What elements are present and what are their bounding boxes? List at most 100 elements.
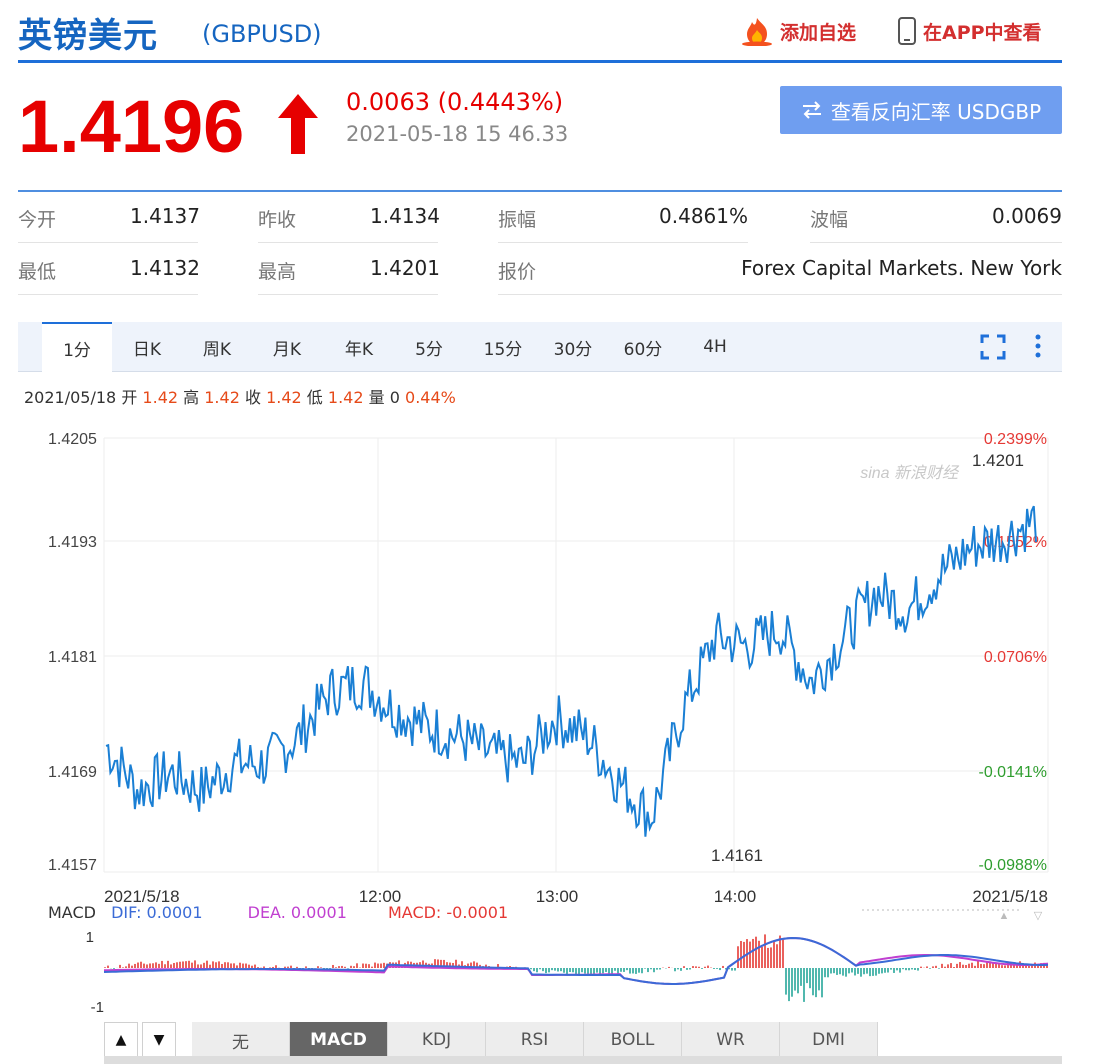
tab-period[interactable]: 60分 [623,339,663,360]
indicator-tab[interactable]: RSI [486,1022,584,1058]
macd-histogram-bar [731,968,733,971]
range-up-marker: ▲ [999,910,1010,922]
indicator-tab[interactable]: 无 [192,1022,290,1058]
macd-histogram-bar [881,968,883,974]
macd-histogram-bar [968,963,970,968]
tab-period[interactable]: 1分 [42,322,112,373]
macd-histogram-bar [449,962,451,968]
macd-histogram-bar [446,962,448,968]
macd-histogram-bar [569,968,571,972]
macd-histogram-bar [137,962,139,968]
scroll-up-button[interactable]: ▲ [104,1022,138,1058]
macd-histogram-bar [770,947,772,968]
chart-scrollbar[interactable] [104,1056,1062,1064]
macd-histogram-bar [203,962,205,968]
view-in-app-button[interactable]: 在APP中查看 [897,16,1042,46]
stat-label: 今开 [18,209,57,231]
info-open-label: 开 [121,388,138,407]
macd-histogram-bar [134,963,136,968]
macd-histogram-bar [224,962,226,968]
macd-histogram-bar [344,966,346,968]
macd-histogram-bar [965,965,967,968]
macd-histogram-bar [275,965,277,968]
macd-histogram-bar [200,964,202,968]
macd-histogram-bar [380,963,382,968]
macd-histogram-bar [473,961,475,968]
tab-period[interactable]: 15分 [483,339,523,360]
macd-histogram-bar [1004,965,1006,968]
add-favorite-button[interactable]: 添加自选 [740,16,856,46]
macd-histogram-bar [575,968,577,975]
macd-histogram-bar [911,968,913,970]
macd-histogram-bar [119,964,121,968]
tab-period[interactable]: 日K [132,339,162,360]
reverse-rate-button[interactable]: 查看反向汇率 USDGBP [780,86,1062,134]
pct-tick-label: -0.0988% [979,857,1048,874]
tab-period[interactable]: 4H [703,337,727,357]
macd-histogram-bar [236,965,238,968]
indicator-tab[interactable]: KDJ [388,1022,486,1058]
indicator-tab[interactable]: MACD [290,1022,388,1058]
macd-histogram-bar [752,938,754,968]
macd-histogram-bar [191,962,193,968]
macd-histogram-bar [215,962,217,968]
macd-histogram-bar [890,968,892,970]
macd-histogram-bar [629,968,631,974]
macd-histogram-bar [854,968,856,976]
macd-title: MACD [48,903,96,922]
macd-histogram-bar [986,961,988,968]
macd-histogram-bar [647,968,649,973]
price-change: 0.0063 (0.4443%) [346,88,564,116]
macd-histogram-bar [899,968,901,973]
macd-histogram-bar [962,964,964,968]
tab-period[interactable]: 30分 [553,339,593,360]
macd-histogram-bar [155,962,157,968]
stat-value: 1.4132 [130,256,200,280]
tab-period[interactable]: 周K [202,339,232,360]
macd-histogram-bar [536,968,538,973]
price-line [105,505,1037,837]
pct-tick-label: 0.2399% [984,431,1047,448]
macd-histogram-bar [908,968,910,971]
price-chart[interactable]: 1.42051.41931.41811.41691.41570.2399%0.1… [0,420,1100,1020]
tab-period[interactable]: 年K [344,339,374,360]
macd-histogram-bar [872,968,874,976]
y-tick-label: 1.4205 [48,431,97,448]
header-divider [18,60,1062,63]
scroll-down-button[interactable]: ▼ [142,1022,176,1058]
more-options-icon[interactable] [1034,333,1042,359]
info-low-label: 低 [306,388,323,407]
tab-period[interactable]: 月K [272,339,302,360]
macd-histogram-bar [695,966,697,968]
macd-histogram-bar [638,968,640,973]
macd-histogram-bar [914,968,916,971]
macd-histogram-bar [251,965,253,968]
macd-histogram-bar [227,962,229,968]
info-close: 1.42 [266,388,302,407]
indicator-tab[interactable]: DMI [780,1022,878,1058]
macd-histogram-bar [212,961,214,968]
indicator-tab[interactable]: WR [682,1022,780,1058]
macd-histogram-bar [803,968,805,1002]
tab-period[interactable]: 5分 [415,339,443,360]
macd-histogram-bar [659,968,661,970]
macd-histogram-bar [779,935,781,968]
macd-histogram-bar [467,963,469,968]
macd-histogram-bar [896,968,898,971]
macd-histogram-bar [173,962,175,968]
fullscreen-icon[interactable] [980,334,1006,360]
macd-histogram-bar [848,968,850,974]
macd-histogram-bar [776,944,778,968]
macd-histogram-bar [797,968,799,994]
macd-histogram-bar [566,968,568,975]
macd-histogram-bar [476,962,478,968]
macd-histogram-bar [863,968,865,975]
macd-histogram-bar [290,965,292,968]
y-tick-label: 1.4193 [48,534,97,551]
indicator-tab[interactable]: BOLL [584,1022,682,1058]
macd-histogram-bar [686,968,688,970]
stat-value: 1.4134 [370,204,440,228]
macd-histogram-bar [806,968,808,984]
macd-histogram-bar [788,968,790,1002]
macd-histogram-bar [653,968,655,973]
